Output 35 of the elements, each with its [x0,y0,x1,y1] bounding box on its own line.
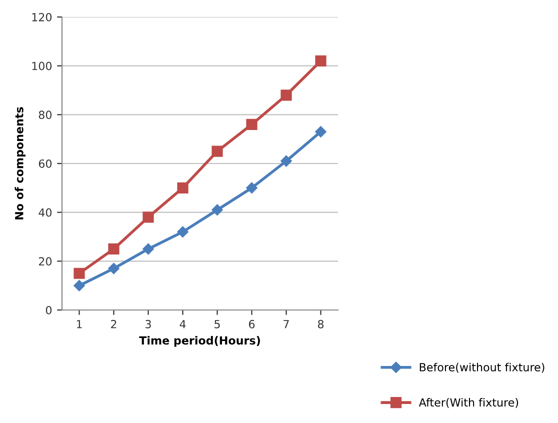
x-tick-label: 2 [111,320,116,328]
x-tick-label: 8 [318,320,324,328]
y-tick-label: 100 [32,62,52,70]
y-tick-label: 60 [38,159,52,168]
x-tick-label: 7 [284,320,289,328]
y-axis-title: No of components [14,107,26,220]
point [212,146,223,157]
point [280,155,292,167]
point [177,182,188,194]
point [108,243,120,255]
point [246,182,258,194]
x-tick-label: 1 [76,320,82,328]
x-tick-label: 4 [180,320,186,328]
point [142,212,154,223]
x-tick-label: 6 [248,320,255,328]
point [177,226,188,238]
y-tick-label: 20 [38,257,52,266]
point [212,204,223,216]
y-tick-label: 120 [32,12,52,22]
point [142,243,154,255]
point [74,268,85,279]
point [280,90,292,101]
x-tick-label: 5 [214,320,220,328]
y-tick-label: 0 [46,306,52,314]
y-tick-label: 80 [38,110,52,120]
y-tick-label: 40 [38,208,52,217]
point [315,126,326,138]
point [108,262,120,274]
legend-label: After(With fixture) [418,398,518,408]
legend-label: Before(without fixture) [420,362,544,373]
point [315,55,326,67]
point [246,118,258,130]
point [74,280,85,292]
x-tick-label: 3 [146,320,151,328]
x-axis-title: Time period(Hours) [139,336,260,347]
